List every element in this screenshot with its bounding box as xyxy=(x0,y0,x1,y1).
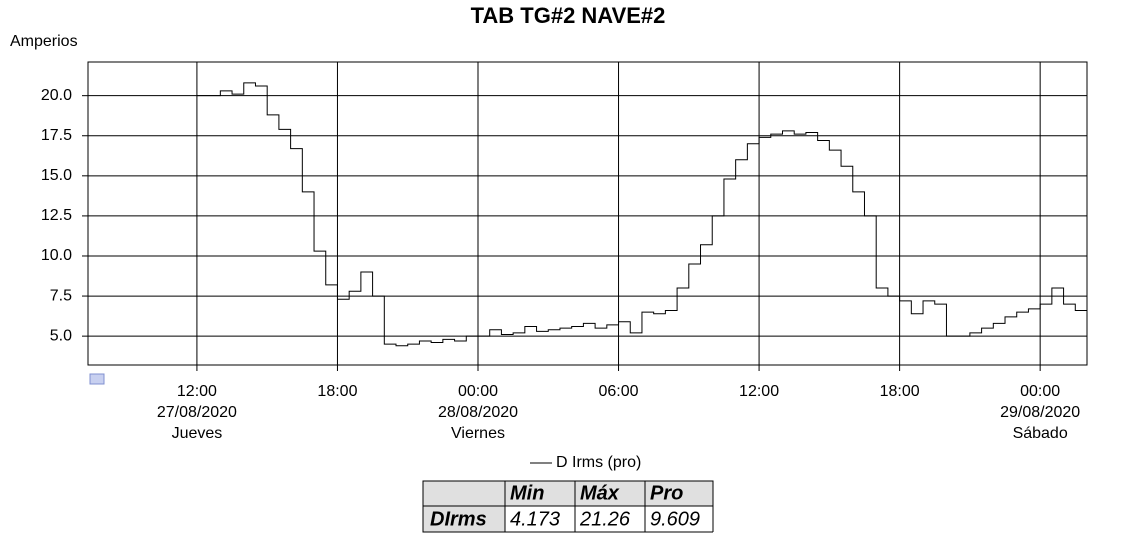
y-tick-label: 10.0 xyxy=(41,247,72,264)
table-header: Pro xyxy=(650,482,683,504)
table-row-label: DIrms xyxy=(430,508,487,530)
plot-frame xyxy=(87,61,1088,366)
y-tick-label: 12.5 xyxy=(41,207,72,224)
x-tick-day: Jueves xyxy=(172,425,223,442)
x-tick-label: 18:00 xyxy=(880,383,920,400)
y-tick-label: 5.0 xyxy=(50,327,72,344)
x-tick-date: 28/08/2020 xyxy=(438,404,518,421)
data-line xyxy=(196,82,1087,347)
table-cell: 21.26 xyxy=(579,508,631,530)
table-cell: 4.173 xyxy=(510,508,560,530)
x-tick-label: 06:00 xyxy=(599,383,639,400)
x-tick-label: 12:00 xyxy=(739,383,779,400)
y-tick-label: 17.5 xyxy=(41,127,72,144)
table-header: Máx xyxy=(580,482,620,504)
scroll-icon xyxy=(89,373,105,385)
x-tick-label: 00:00 xyxy=(458,383,498,400)
x-tick-date: 27/08/2020 xyxy=(157,404,237,421)
x-tick-date: 29/08/2020 xyxy=(1000,404,1080,421)
x-tick-label: 18:00 xyxy=(317,383,357,400)
table-header: Min xyxy=(510,482,544,504)
table-cell: 9.609 xyxy=(650,508,700,530)
y-tick-label: 7.5 xyxy=(50,287,72,304)
y-tick-label: 15.0 xyxy=(41,167,72,184)
x-tick-label: 00:00 xyxy=(1020,383,1060,400)
chart-title: TAB TG#2 NAVE#2 xyxy=(471,3,666,28)
y-axis-label: Amperios xyxy=(10,33,78,50)
legend-label: D Irms (pro) xyxy=(556,454,641,471)
x-tick-label: 12:00 xyxy=(177,383,217,400)
y-tick-label: 20.0 xyxy=(41,87,72,104)
x-tick-day: Viernes xyxy=(451,425,505,442)
x-tick-day: Sábado xyxy=(1013,425,1068,442)
